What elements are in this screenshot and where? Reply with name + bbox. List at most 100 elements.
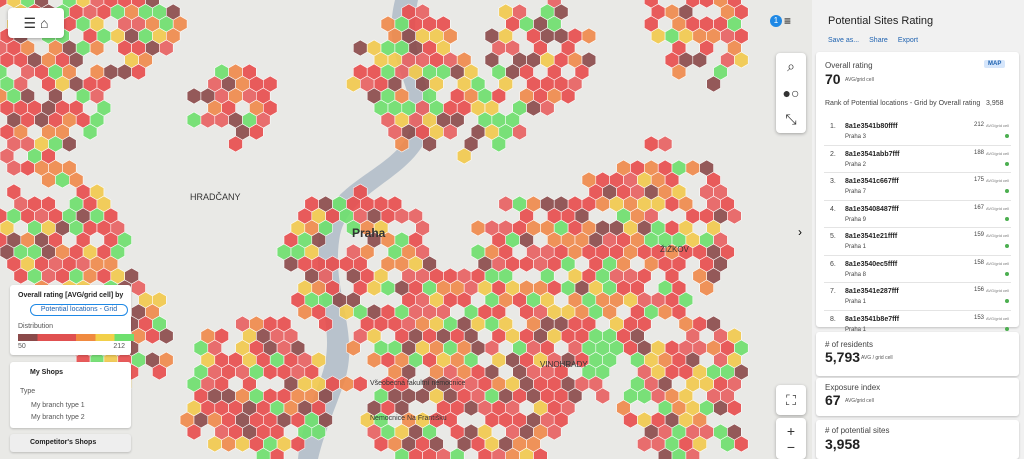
rank-id: 8a1e35408487fff (845, 205, 899, 213)
map-label: Praha (352, 226, 386, 240)
competitors-title: Competitor's Shops (30, 439, 97, 446)
rank-number: 4. (830, 205, 836, 213)
hex-cell (249, 123, 264, 141)
hex-cell (346, 339, 361, 357)
map: HRADČANY Praha ŽIŽKOV VINOHRADY Všeobecná fa… (0, 0, 749, 459)
rank-number: 5. (830, 233, 836, 240)
status-dot (1005, 161, 1009, 166)
overall-value: 70 (825, 71, 841, 87)
card-title: Overall rating (825, 61, 873, 70)
residents-value: 5,793 (825, 349, 861, 365)
legend-selector[interactable]: Potential locations - Grid (30, 304, 128, 316)
hex-cell (186, 423, 202, 441)
rank-id: 8a1e3541c667fff (845, 178, 899, 185)
collapse[interactable]: › (798, 225, 802, 239)
rank-row: 3. 8a1e3541c667fff Praha 7 175 AVG/grid cell (824, 173, 1011, 201)
shops-title: My Shops (30, 369, 64, 376)
unit: AVG/grid cell (845, 77, 874, 83)
rank-value: 212 (974, 122, 985, 128)
rank-number: 7. (830, 288, 836, 295)
hex-cell (685, 447, 701, 459)
hex-cell (352, 375, 368, 393)
filter-icon[interactable]: ≡ (784, 14, 792, 28)
rank-row: 4. 8a1e35408487fff Praha 9 167 AVG/grid cell (824, 201, 1011, 228)
rank-count: 3,958 (986, 100, 1004, 107)
filter-badge[interactable]: 1 (770, 15, 782, 27)
hex-cell (734, 51, 749, 69)
rank-number: 3. (830, 178, 836, 185)
hex-cell (318, 315, 333, 333)
hex-cell (0, 0, 8, 9)
hex-cell (540, 99, 555, 117)
zoom[interactable]: + − (776, 418, 806, 459)
rank-district: Praha 2 (845, 161, 867, 168)
hex-cell (491, 135, 507, 153)
hex-cell (159, 327, 174, 345)
rank-value: 188 (974, 149, 985, 156)
card-title: Exposure index (825, 383, 881, 392)
legend: Overall rating [AVG/grid cell] by Potent… (10, 285, 134, 355)
menu-home[interactable]: ☰ ⌂ (8, 8, 64, 38)
rank-district: Praha 8 (845, 271, 867, 278)
map-label: ŽIŽKOV (660, 245, 690, 254)
side-panel: Potential Sites Rating Save as... Share Ex… (812, 0, 1024, 459)
hex-cell (692, 51, 708, 69)
map-badge[interactable]: MAP (984, 60, 1006, 68)
rank-row: 6. 8a1e3540ec5ffff Praha 8 158 AVG/grid cell (824, 256, 1011, 283)
hex-cell (228, 135, 243, 153)
card-title: # of residents (825, 340, 874, 349)
fit-button[interactable]: ⛶ (776, 385, 806, 415)
hex-cell (657, 135, 673, 153)
overall-card: Overall rating MAP 70 AVG/grid cell Rank… (816, 52, 1019, 338)
hex-cell (699, 0, 714, 9)
panel-title: Potential Sites Rating (828, 15, 934, 27)
legend-gradient (18, 334, 134, 341)
legend-min: 50 (18, 343, 26, 350)
hex-cell (394, 135, 410, 153)
rank-unit: AVG/grid cell (986, 233, 1010, 238)
rank-id: 8a1e3541b8e7fff (845, 315, 900, 323)
status-dot (1005, 189, 1009, 193)
rank-unit: AVG/grid cell (986, 260, 1010, 266)
shops-type: Type (20, 388, 36, 395)
rank-unit: AVG/grid cell (986, 150, 1010, 156)
hex-cell (0, 63, 8, 81)
rank-district: Praha 1 (845, 326, 867, 333)
hex-cell (82, 123, 98, 141)
rank-value: 167 (974, 204, 985, 211)
hex-cell (727, 399, 742, 417)
sites-value: 3,958 (825, 436, 861, 452)
rank-id: 8a1e3541abb7fff (845, 150, 900, 158)
hex-cell (290, 435, 306, 453)
status-dot (1005, 244, 1009, 248)
map-label: Nemocnice Na Františku (370, 415, 447, 422)
status-dot (1005, 216, 1009, 221)
shop-type: My branch type 2 (31, 414, 85, 421)
map-tools[interactable]: ⌕ ●○ ⤡ (776, 53, 806, 133)
action[interactable]: Export (897, 37, 919, 44)
hex-cell (159, 39, 174, 57)
hex-cell (269, 447, 285, 459)
hex-cell (449, 447, 465, 459)
competitors[interactable]: Competitor's Shops (10, 434, 131, 452)
status-dot (1005, 299, 1009, 303)
rank-value: 156 (974, 287, 985, 293)
action[interactable]: Share (869, 37, 888, 44)
rank-district: Praha 1 (845, 244, 867, 250)
rank-row: 7. 8a1e3541e287fff Praha 1 156 AVG/grid cell (824, 283, 1011, 311)
unit: AVG/grid cell (845, 398, 874, 404)
shops-legend: My Shops Type My branch type 1 My branch… (10, 362, 131, 428)
hex-cell (671, 63, 687, 81)
hex-cell (595, 387, 611, 405)
rank-unit: AVG/grid cell (986, 123, 1010, 128)
unit: AVG / grid cell (861, 355, 893, 361)
exposure-card: Exposure index 67 AVG/grid cell (816, 378, 1019, 416)
rank-id: 8a1e3541b80ffff (845, 123, 898, 130)
action[interactable]: Save as... (828, 37, 860, 44)
rank-row: 5. 8a1e3541e21ffff Praha 1 159 AVG/grid cell (824, 228, 1011, 256)
rank-value: 153 (974, 314, 985, 321)
map-label: VINOHRADY (540, 360, 588, 369)
hex-cell (422, 135, 437, 153)
map-label: Všeobecná fakultní nemocnice (370, 380, 465, 387)
